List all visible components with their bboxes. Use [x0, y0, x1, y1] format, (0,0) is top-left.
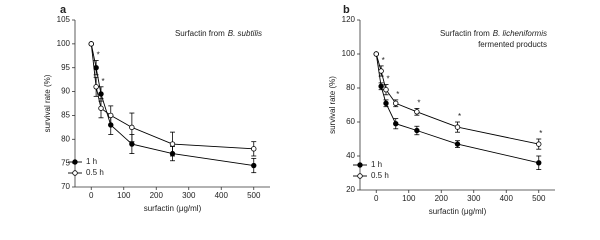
- panel-label: b: [343, 4, 350, 16]
- annotation-text: Surfactin from: [175, 29, 225, 38]
- x-tick-label: 500: [247, 191, 261, 200]
- point: [169, 141, 176, 147]
- significance-marker: *: [458, 112, 461, 121]
- annotation-species: B. licheniformis: [493, 29, 547, 38]
- x-tick-label: 100: [402, 194, 416, 203]
- y-tick-label: 100: [57, 39, 71, 48]
- y-tick-label: 85: [61, 111, 70, 120]
- x-tick-label: 400: [500, 194, 514, 203]
- point: [454, 141, 461, 147]
- x-tick-label: 400: [215, 191, 229, 200]
- point: [536, 141, 542, 147]
- y-tick-label: 60: [346, 117, 355, 126]
- y-tick-label: 120: [342, 15, 356, 24]
- x-tick-label: 300: [182, 191, 196, 200]
- legend-marker: [72, 159, 78, 165]
- point: [251, 146, 257, 152]
- page: {"chart_data": [ {"type": "line", "panel…: [43, 3, 555, 217]
- y-tick-label: 80: [346, 83, 355, 92]
- y-tick-label: 70: [61, 182, 70, 191]
- y-tick-label: 40: [346, 151, 355, 160]
- significance-marker: *: [386, 75, 389, 84]
- annotation: Surfactin from B. licheniformis: [440, 29, 547, 38]
- point: [383, 100, 389, 106]
- x-axis-label: surfactin (μg/ml): [144, 204, 202, 213]
- y-tick-label: 90: [61, 87, 70, 96]
- y-tick-label: 80: [61, 134, 70, 143]
- x-tick-label: 0: [374, 194, 379, 203]
- legend-marker: [72, 170, 78, 176]
- legend-label: 0.5 h: [371, 171, 389, 180]
- y-tick-label: 75: [61, 158, 70, 167]
- x-axis-label: surfactin (μg/ml): [429, 207, 487, 216]
- x-tick-label: 0: [89, 191, 94, 200]
- y-tick-label: 20: [346, 185, 355, 194]
- significance-marker: *: [417, 99, 420, 108]
- point: [88, 41, 94, 47]
- legend-marker: [357, 173, 363, 179]
- point: [129, 141, 135, 147]
- annotation-subtext: fermented products: [478, 40, 547, 49]
- point: [98, 91, 104, 97]
- point: [251, 162, 257, 169]
- x-tick-label: 100: [117, 191, 131, 200]
- annotation-species: B. subtilis: [228, 29, 262, 38]
- point: [98, 105, 104, 111]
- point: [393, 120, 399, 127]
- point: [373, 51, 379, 57]
- annotation: Surfactin from B. subtilis: [175, 29, 262, 38]
- point: [536, 160, 542, 166]
- panel-label: a: [60, 4, 67, 16]
- point: [378, 68, 384, 74]
- legend-label: 1 h: [86, 157, 97, 166]
- significance-marker: *: [97, 51, 100, 60]
- significance-marker: *: [101, 77, 104, 86]
- y-axis-label: survival rate (%): [43, 74, 52, 132]
- point: [378, 83, 384, 89]
- y-axis-label: survival rate (%): [328, 76, 337, 134]
- point: [393, 100, 399, 106]
- point: [108, 112, 114, 119]
- y-tick-label: 100: [342, 49, 356, 58]
- point: [414, 109, 420, 115]
- x-tick-label: 300: [467, 194, 481, 203]
- legend-marker: [357, 162, 363, 168]
- point: [454, 124, 461, 130]
- point: [383, 86, 389, 93]
- legend-label: 0.5 h: [86, 168, 104, 177]
- y-tick-label: 95: [61, 63, 70, 72]
- point: [93, 84, 99, 90]
- annotation-text: Surfactin from: [440, 29, 490, 38]
- point: [414, 127, 420, 134]
- point: [129, 124, 135, 131]
- x-tick-label: 200: [150, 191, 164, 200]
- y-tick-label: 105: [57, 15, 71, 24]
- legend-label: 1 h: [371, 160, 382, 169]
- significance-marker: *: [539, 129, 542, 138]
- x-tick-label: 200: [435, 194, 449, 203]
- significance-marker: *: [382, 56, 385, 65]
- x-tick-label: 500: [532, 194, 546, 203]
- significance-marker: *: [396, 90, 399, 99]
